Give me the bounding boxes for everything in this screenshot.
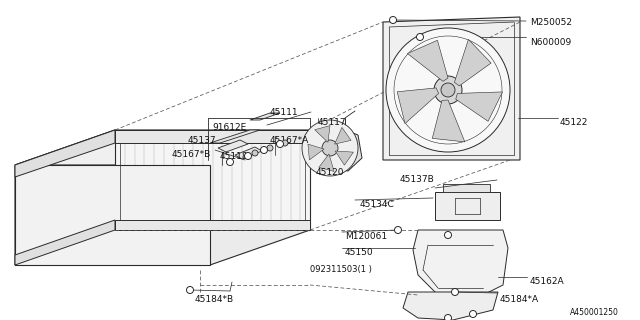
- Text: 45137: 45137: [188, 136, 216, 145]
- Circle shape: [394, 227, 401, 234]
- Text: 45134C: 45134C: [360, 200, 395, 209]
- Circle shape: [445, 231, 451, 238]
- Text: 45122: 45122: [560, 118, 588, 127]
- Polygon shape: [335, 151, 353, 165]
- Text: 91612E: 91612E: [212, 123, 246, 132]
- Polygon shape: [308, 144, 324, 160]
- Polygon shape: [408, 40, 448, 81]
- Polygon shape: [319, 154, 334, 172]
- Text: 45118: 45118: [220, 152, 248, 161]
- Circle shape: [186, 286, 193, 293]
- Circle shape: [386, 28, 510, 152]
- Circle shape: [451, 289, 458, 295]
- Polygon shape: [15, 230, 310, 265]
- Polygon shape: [15, 130, 115, 265]
- Polygon shape: [218, 140, 248, 152]
- Text: 45167*B: 45167*B: [172, 150, 211, 159]
- Polygon shape: [15, 130, 310, 165]
- Text: M250052: M250052: [530, 18, 572, 27]
- Text: 45184*A: 45184*A: [500, 295, 539, 304]
- Polygon shape: [383, 17, 520, 160]
- Polygon shape: [432, 100, 465, 142]
- Circle shape: [302, 120, 358, 176]
- Polygon shape: [115, 220, 310, 230]
- Text: 45117: 45117: [318, 118, 347, 127]
- Circle shape: [445, 315, 451, 320]
- Text: 092311503(1 ): 092311503(1 ): [310, 265, 372, 274]
- Text: A450001250: A450001250: [570, 308, 619, 317]
- Circle shape: [276, 140, 284, 148]
- Polygon shape: [115, 130, 310, 230]
- Polygon shape: [15, 130, 115, 177]
- Text: M120061: M120061: [345, 232, 387, 241]
- Polygon shape: [413, 230, 508, 295]
- Circle shape: [434, 76, 462, 104]
- Circle shape: [282, 140, 288, 146]
- Text: 45120: 45120: [316, 168, 344, 177]
- Text: 45150: 45150: [345, 248, 374, 257]
- Circle shape: [470, 310, 477, 317]
- Polygon shape: [250, 113, 280, 120]
- Polygon shape: [397, 88, 438, 124]
- Circle shape: [252, 150, 258, 156]
- Polygon shape: [403, 292, 498, 320]
- Polygon shape: [235, 147, 262, 159]
- Text: N600009: N600009: [530, 38, 572, 47]
- Circle shape: [417, 34, 424, 41]
- Text: 45111: 45111: [270, 108, 299, 117]
- Circle shape: [390, 17, 397, 23]
- Polygon shape: [456, 92, 502, 121]
- Circle shape: [227, 158, 234, 165]
- Circle shape: [244, 153, 252, 159]
- Polygon shape: [210, 130, 260, 143]
- Polygon shape: [115, 130, 310, 143]
- Polygon shape: [454, 39, 491, 86]
- Circle shape: [260, 147, 268, 154]
- Circle shape: [267, 145, 273, 151]
- Polygon shape: [335, 127, 351, 144]
- Text: 45137B: 45137B: [400, 175, 435, 184]
- Text: 45184*B: 45184*B: [195, 295, 234, 304]
- Polygon shape: [435, 192, 500, 220]
- Text: 45162A: 45162A: [530, 277, 564, 286]
- Polygon shape: [443, 184, 490, 192]
- Polygon shape: [315, 125, 330, 142]
- Text: 45167*A: 45167*A: [270, 136, 309, 145]
- Polygon shape: [15, 165, 210, 265]
- Polygon shape: [15, 220, 115, 265]
- Circle shape: [441, 83, 455, 97]
- Polygon shape: [320, 128, 362, 171]
- Circle shape: [322, 140, 338, 156]
